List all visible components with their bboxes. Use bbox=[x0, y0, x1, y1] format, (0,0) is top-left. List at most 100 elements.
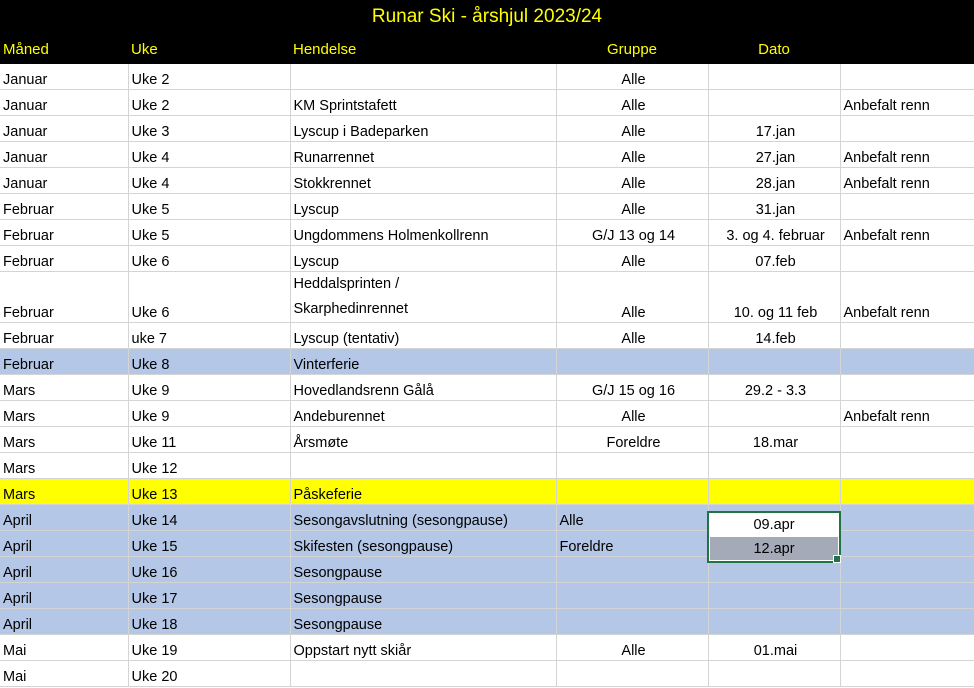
table-row[interactable]: Januar Uke 2 Alle bbox=[0, 64, 974, 90]
cell-uke[interactable]: Uke 4 bbox=[128, 167, 291, 194]
cell-gruppe[interactable] bbox=[556, 452, 709, 479]
cell-note[interactable] bbox=[840, 556, 974, 583]
cell-gruppe[interactable]: Alle bbox=[556, 64, 709, 90]
schedule-table[interactable]: Januar Uke 2 Alle Januar Uke 2 KM Sprintstafe… bbox=[0, 64, 974, 687]
cell-uke[interactable]: Uke 5 bbox=[128, 193, 291, 220]
table-row[interactable]: Februar Uke 6 Heddalsprinten / Skarphedinr… bbox=[0, 271, 974, 323]
cell-maned[interactable]: Februar bbox=[0, 219, 129, 246]
table-row[interactable]: Mars Uke 12 bbox=[0, 452, 974, 479]
column-header-gruppe[interactable]: Gruppe bbox=[606, 41, 658, 58]
cell-uke[interactable]: Uke 14 bbox=[128, 504, 291, 531]
cell-hendelse[interactable] bbox=[290, 452, 557, 479]
cell-dato[interactable] bbox=[708, 582, 841, 609]
cell-dato[interactable] bbox=[708, 64, 841, 90]
cell-note[interactable]: Anbefalt renn bbox=[840, 271, 974, 323]
cell-uke[interactable]: Uke 17 bbox=[128, 582, 291, 609]
table-row[interactable]: Januar Uke 2 KM Sprintstafett Alle Anbefalt … bbox=[0, 89, 974, 116]
cell-gruppe[interactable]: G/J 13 og 14 bbox=[556, 219, 709, 246]
cell-gruppe[interactable] bbox=[556, 348, 709, 375]
cell-uke[interactable]: Uke 6 bbox=[128, 245, 291, 272]
cell-uke[interactable]: Uke 8 bbox=[128, 348, 291, 375]
cell-hendelse[interactable]: Lyscup (tentativ) bbox=[290, 322, 557, 349]
cell-maned[interactable]: Mars bbox=[0, 374, 129, 401]
cell-hendelse[interactable]: Andeburennet bbox=[290, 400, 557, 427]
cell-gruppe[interactable]: Alle bbox=[556, 400, 709, 427]
cell-note[interactable] bbox=[840, 115, 974, 142]
cell-hendelse[interactable]: Påskeferie bbox=[290, 478, 557, 505]
table-row[interactable]: April Uke 18 Sesongpause bbox=[0, 608, 974, 635]
cell-uke[interactable]: Uke 20 bbox=[128, 660, 291, 687]
cell-dato[interactable]: 27.jan bbox=[708, 141, 841, 168]
cell-hendelse[interactable]: Sesongpause bbox=[290, 556, 557, 583]
cell-maned[interactable]: Februar bbox=[0, 322, 129, 349]
cell-gruppe[interactable] bbox=[556, 582, 709, 609]
cell-note[interactable] bbox=[840, 193, 974, 220]
cell-gruppe[interactable]: Alle bbox=[556, 634, 709, 661]
table-row[interactable]: Mars Uke 9 Hovedlandsrenn Gålå G/J 15 og 16… bbox=[0, 374, 974, 401]
table-row[interactable]: Januar Uke 4 Runarrennet Alle 27.jan Anbefalt… bbox=[0, 141, 974, 168]
cell-hendelse[interactable]: Lyscup i Badeparken bbox=[290, 115, 557, 142]
column-header-uke[interactable]: Uke bbox=[131, 41, 158, 58]
table-row[interactable]: Mai Uke 20 bbox=[0, 660, 974, 687]
cell-note[interactable]: Anbefalt renn bbox=[840, 167, 974, 194]
cell-note[interactable] bbox=[840, 348, 974, 375]
cell-dato[interactable] bbox=[708, 452, 841, 479]
cell-uke[interactable]: Uke 11 bbox=[128, 426, 291, 453]
cell-dato[interactable] bbox=[708, 478, 841, 505]
cell-uke[interactable]: Uke 12 bbox=[128, 452, 291, 479]
column-header-maned[interactable]: Måned bbox=[3, 41, 49, 58]
cell-hendelse[interactable]: Lyscup bbox=[290, 193, 557, 220]
cell-gruppe[interactable] bbox=[556, 608, 709, 635]
cell-hendelse[interactable]: Sesongpause bbox=[290, 608, 557, 635]
cell-gruppe[interactable]: Foreldre bbox=[556, 426, 709, 453]
cell-dato[interactable] bbox=[708, 89, 841, 116]
cell-gruppe[interactable]: Alle bbox=[556, 271, 709, 323]
cell-dato[interactable] bbox=[708, 348, 841, 375]
cell-uke[interactable]: Uke 9 bbox=[128, 400, 291, 427]
cell-hendelse[interactable]: Oppstart nytt skiår bbox=[290, 634, 557, 661]
cell-note[interactable] bbox=[840, 426, 974, 453]
cell-uke[interactable]: Uke 2 bbox=[128, 64, 291, 90]
cell-maned[interactable]: April bbox=[0, 504, 129, 531]
cell-hendelse[interactable]: Heddalsprinten / Skarphedinrennet bbox=[290, 271, 557, 323]
cell-note[interactable] bbox=[840, 530, 974, 557]
table-row[interactable]: Februar Uke 5 Lyscup Alle 31.jan bbox=[0, 193, 974, 220]
table-row[interactable]: Mars Uke 13 Påskeferie bbox=[0, 478, 974, 505]
cell-gruppe[interactable] bbox=[556, 478, 709, 505]
table-row[interactable]: Mars Uke 11 Årsmøte Foreldre 18.mar bbox=[0, 426, 974, 453]
cell-maned[interactable]: Januar bbox=[0, 89, 129, 116]
cell-maned[interactable]: April bbox=[0, 582, 129, 609]
cell-note[interactable]: Anbefalt renn bbox=[840, 400, 974, 427]
cell-maned[interactable]: April bbox=[0, 530, 129, 557]
cell-gruppe[interactable]: Alle bbox=[556, 115, 709, 142]
table-row[interactable]: Februar Uke 6 Lyscup Alle 07.feb bbox=[0, 245, 974, 272]
cell-dato[interactable]: 17.jan bbox=[708, 115, 841, 142]
cell-hendelse[interactable]: Hovedlandsrenn Gålå bbox=[290, 374, 557, 401]
cell-hendelse[interactable]: Runarrennet bbox=[290, 141, 557, 168]
cell-hendelse[interactable] bbox=[290, 64, 557, 90]
cell-note[interactable] bbox=[840, 478, 974, 505]
cell-dato[interactable]: 3. og 4. februar bbox=[708, 219, 841, 246]
cell-gruppe[interactable]: Alle bbox=[556, 89, 709, 116]
cell-note[interactable] bbox=[840, 504, 974, 531]
cell-hendelse[interactable]: Ungdommens Holmenkollrenn bbox=[290, 219, 557, 246]
cell-dato[interactable]: 29.2 - 3.3 bbox=[708, 374, 841, 401]
cell-note[interactable] bbox=[840, 374, 974, 401]
cell-gruppe[interactable]: Alle bbox=[556, 504, 709, 531]
table-row[interactable]: Mai Uke 19 Oppstart nytt skiår Alle 01.mai bbox=[0, 634, 974, 661]
cell-maned[interactable]: Februar bbox=[0, 348, 129, 375]
cell-maned[interactable]: Mai bbox=[0, 634, 129, 661]
cell-maned[interactable]: Mars bbox=[0, 478, 129, 505]
cell-note[interactable]: Anbefalt renn bbox=[840, 89, 974, 116]
cell-uke[interactable]: Uke 13 bbox=[128, 478, 291, 505]
cell-dato[interactable]: 31.jan bbox=[708, 193, 841, 220]
cell-uke[interactable]: Uke 18 bbox=[128, 608, 291, 635]
table-row[interactable]: Februar Uke 8 Vinterferie bbox=[0, 348, 974, 375]
cell-gruppe[interactable]: Alle bbox=[556, 167, 709, 194]
cell-note[interactable] bbox=[840, 452, 974, 479]
column-header-dato[interactable]: Dato bbox=[758, 41, 790, 58]
cell-maned[interactable]: Januar bbox=[0, 64, 129, 90]
cell-note[interactable] bbox=[840, 582, 974, 609]
cell-dato[interactable] bbox=[708, 400, 841, 427]
